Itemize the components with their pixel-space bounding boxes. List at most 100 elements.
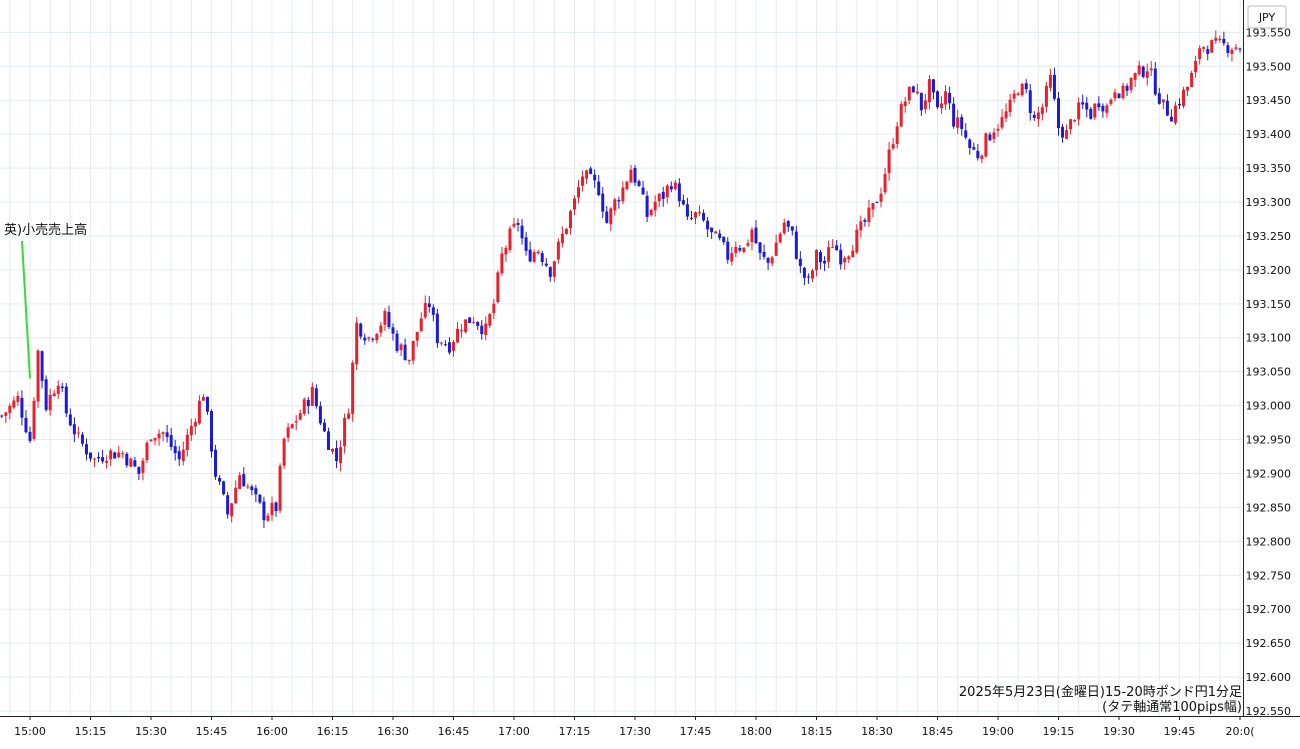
candle-down — [113, 452, 117, 459]
y-tick-label: 193.550 — [1246, 26, 1292, 39]
candle-down — [1238, 48, 1242, 50]
candle-up — [1214, 38, 1218, 41]
candle-down — [706, 220, 710, 230]
candle-down — [964, 130, 968, 138]
candle-down — [1061, 126, 1065, 138]
candle-down — [242, 474, 246, 487]
x-tick-label: 18:00 — [740, 725, 772, 738]
annotation-line — [21, 240, 31, 379]
y-tick-label: 193.350 — [1246, 162, 1292, 175]
candle-down — [1165, 100, 1169, 116]
candle-down — [540, 253, 544, 263]
candle-up — [399, 344, 403, 351]
candle-down — [786, 220, 790, 227]
candle-down — [681, 200, 685, 205]
candle-down — [125, 453, 129, 466]
x-tick-label: 19:00 — [982, 725, 1014, 738]
candle-down — [972, 147, 976, 150]
candle-down — [835, 245, 839, 251]
candle-up — [484, 323, 488, 335]
candle-down — [1125, 85, 1129, 91]
candle-down — [101, 457, 105, 462]
candle-up — [552, 261, 556, 277]
chart-caption: 2025年5月23日(金曜日)15-20時ポンド円1分足 (タテ軸通常100pi… — [959, 684, 1242, 715]
y-tick-label: 193.150 — [1246, 298, 1292, 311]
candle-down — [617, 200, 621, 202]
candle-down — [403, 344, 407, 361]
y-tick-label: 192.800 — [1246, 535, 1292, 548]
candle-down — [1052, 74, 1056, 99]
candle-down — [24, 417, 28, 433]
candle-up — [665, 185, 669, 198]
candle-down — [931, 79, 935, 93]
candle-up — [181, 449, 185, 461]
candle-up — [238, 475, 242, 489]
candle-down — [839, 249, 843, 265]
candle-up — [1109, 99, 1113, 104]
y-tick-label: 193.450 — [1246, 94, 1292, 107]
x-tick-label: 16:45 — [438, 725, 470, 738]
candle-up — [774, 242, 778, 256]
candle-up — [270, 502, 274, 516]
candle-down — [1081, 102, 1085, 105]
y-tick-label: 193.100 — [1246, 332, 1292, 345]
candle-down — [1206, 49, 1210, 54]
candle-up — [52, 393, 56, 397]
candle-up — [121, 453, 125, 455]
y-tick-label: 192.550 — [1246, 705, 1292, 718]
candle-up — [246, 486, 250, 488]
candle-down — [387, 312, 391, 328]
candle-down — [44, 379, 48, 410]
candle-up — [907, 86, 911, 101]
candle-up — [1069, 119, 1073, 130]
y-tick-label: 193.050 — [1246, 366, 1292, 379]
candle-up — [657, 193, 661, 202]
candle-down — [133, 460, 137, 467]
candle-up — [613, 199, 617, 211]
candle-up — [294, 421, 298, 423]
candle-up — [673, 182, 677, 190]
candle-up — [815, 250, 818, 271]
candle-up — [439, 342, 443, 344]
candle-down — [258, 494, 262, 503]
candle-up — [347, 413, 351, 419]
candle-up — [492, 303, 496, 314]
candle-down — [218, 477, 222, 482]
candle-up — [621, 187, 625, 202]
candle-down — [641, 187, 645, 195]
candle-up — [915, 91, 919, 94]
candle-down — [645, 195, 649, 217]
candle-down — [802, 267, 806, 278]
candle-down — [710, 227, 714, 233]
candle-down — [738, 247, 742, 251]
candle-up — [1198, 48, 1202, 59]
candle-down — [1153, 68, 1157, 95]
x-tick-labels: 15:00 15:15 15:30 15:45 16:00 16:15 16:30 16:45… — [14, 716, 1255, 738]
candle-up — [407, 359, 411, 361]
candle-up — [1161, 99, 1165, 103]
candle-up — [1093, 103, 1097, 118]
candle-up — [1182, 89, 1186, 107]
candle-up — [185, 434, 189, 451]
y-tick-label: 192.750 — [1246, 569, 1292, 582]
candle-up — [1044, 85, 1048, 107]
candle-up — [310, 386, 314, 406]
candle-down — [685, 204, 689, 217]
candle-up — [778, 233, 782, 243]
x-tick-label: 18:45 — [922, 725, 954, 738]
caption-line-2: (タテ軸通常100pips幅) — [1102, 700, 1242, 715]
candle-down — [89, 452, 92, 459]
candle-down — [335, 448, 339, 462]
x-tick-label: 15:30 — [135, 725, 167, 738]
candle-up — [1210, 40, 1214, 53]
candle-up — [266, 515, 270, 521]
candle-down — [726, 241, 730, 260]
candle-up — [331, 448, 334, 452]
x-tick-label: 15:45 — [196, 725, 228, 738]
candle-down — [1141, 66, 1145, 77]
candle-down — [718, 233, 722, 238]
candle-up — [742, 247, 746, 252]
candle-up — [984, 133, 988, 157]
y-tick-label: 192.650 — [1246, 637, 1292, 650]
